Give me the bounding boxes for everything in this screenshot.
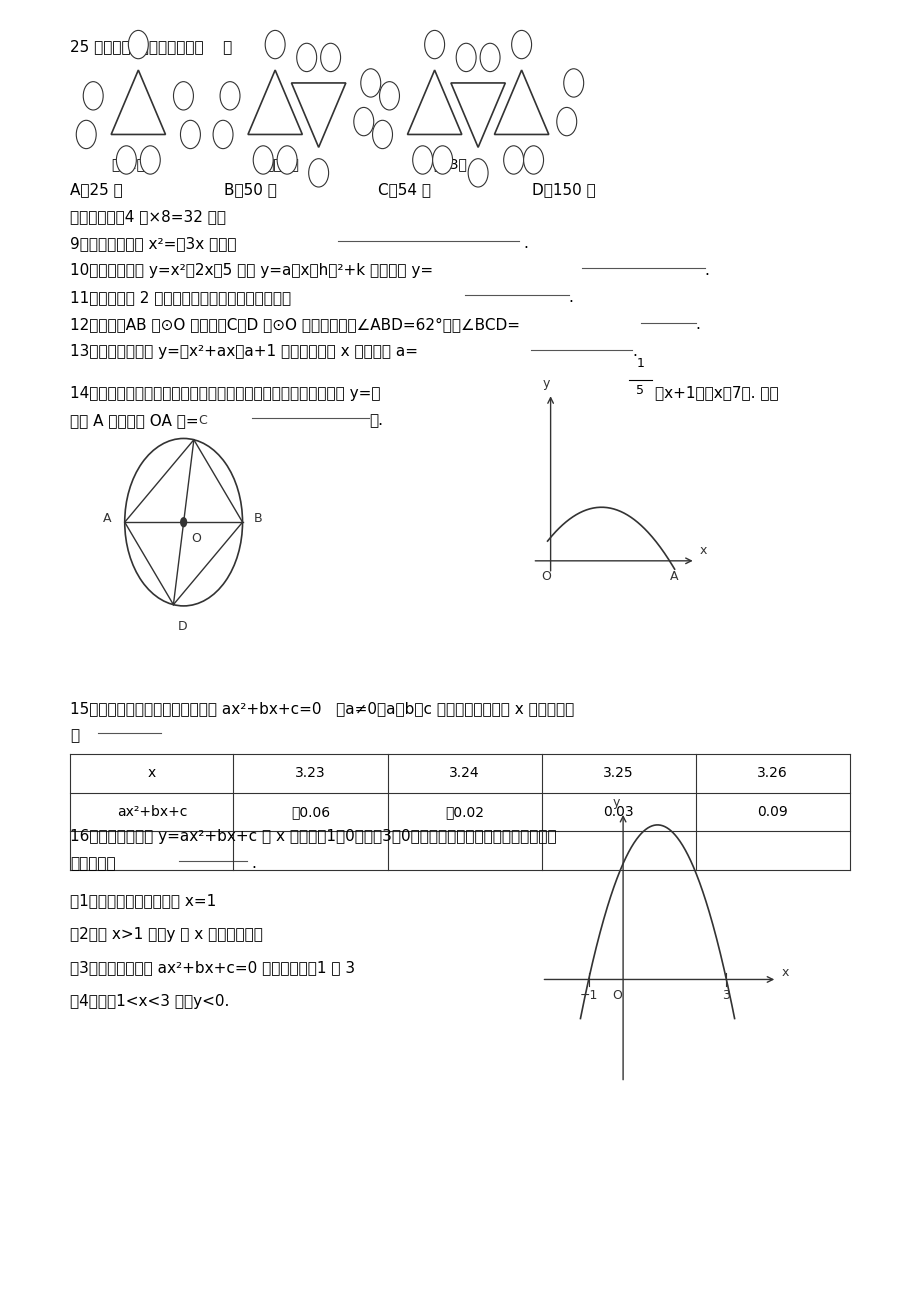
Circle shape xyxy=(129,30,148,59)
Circle shape xyxy=(83,82,103,109)
Text: A: A xyxy=(103,512,111,525)
Text: （1）图象的对称轴是直线 x=1: （1）图象的对称轴是直线 x=1 xyxy=(70,893,216,909)
Text: （3）一元二次方程 ax²+bx+c=0 的两个根是－1 和 3: （3）一元二次方程 ax²+bx+c=0 的两个根是－1 和 3 xyxy=(70,960,355,975)
Text: x: x xyxy=(781,966,789,979)
Text: 3.26: 3.26 xyxy=(756,767,788,780)
Text: O: O xyxy=(611,988,621,1001)
Circle shape xyxy=(220,82,240,109)
Text: 11．在半径为 2 的圆中，求内接正三边形的边长为: 11．在半径为 2 的圆中，求内接正三边形的边长为 xyxy=(70,290,291,306)
Text: .: . xyxy=(523,236,528,251)
Circle shape xyxy=(523,146,543,174)
Text: 1: 1 xyxy=(636,357,643,370)
Circle shape xyxy=(456,43,476,72)
Text: .: . xyxy=(704,263,709,279)
Text: y: y xyxy=(612,796,619,809)
Text: 15．根据下列表格的对应值，判断 ax²+bx+c=0   （a≠0，a，b，c 为常数）的一个解 x 的取值范围: 15．根据下列表格的对应值，判断 ax²+bx+c=0 （a≠0，a，b，c 为… xyxy=(70,702,574,716)
Text: x: x xyxy=(699,544,707,557)
Text: 25 张桌子需要的椅子张数是（    ）: 25 张桌子需要的椅子张数是（ ） xyxy=(70,39,233,55)
Text: y: y xyxy=(542,378,550,389)
Polygon shape xyxy=(450,83,505,147)
Text: 0.03: 0.03 xyxy=(603,805,633,819)
Circle shape xyxy=(117,146,136,174)
Circle shape xyxy=(563,69,583,98)
Text: 是: 是 xyxy=(70,728,79,743)
Text: x: x xyxy=(148,767,156,780)
Circle shape xyxy=(297,43,316,72)
Polygon shape xyxy=(407,70,461,134)
Text: 3.25: 3.25 xyxy=(603,767,633,780)
Text: 二．填空题（4 分×8=32 分）: 二．填空题（4 分×8=32 分） xyxy=(70,210,226,224)
Text: ax²+bx+c: ax²+bx+c xyxy=(117,805,187,819)
Circle shape xyxy=(309,159,328,187)
Text: 图（3）: 图（3） xyxy=(432,158,466,172)
Text: O: O xyxy=(540,570,550,583)
Text: C．54 张: C．54 张 xyxy=(378,182,431,197)
Circle shape xyxy=(277,146,297,174)
Text: 图（1）: 图（1） xyxy=(111,158,145,172)
Text: 9．一元二次方程 x²=－3x 的解是: 9．一元二次方程 x²=－3x 的解是 xyxy=(70,236,236,251)
Text: （2）当 x>1 时，y 随 x 的增大而减小: （2）当 x>1 时，y 随 x 的增大而减小 xyxy=(70,927,263,941)
Circle shape xyxy=(480,43,500,72)
Text: −1: −1 xyxy=(579,988,597,1001)
Text: 16．如图，抛物线 y=ax²+bx+c 交 x 轴于（－1，0）、（3，0）两点，以下四个结论正确的是（用: 16．如图，抛物线 y=ax²+bx+c 交 x 轴于（－1，0）、（3，0）两… xyxy=(70,829,556,844)
Circle shape xyxy=(556,108,576,135)
Circle shape xyxy=(321,43,340,72)
Text: O: O xyxy=(190,533,200,546)
Polygon shape xyxy=(291,83,346,147)
Text: 落在 A 点处，则 OA 长=: 落在 A 点处，则 OA 长= xyxy=(70,413,199,427)
Text: （4）当－1<x<3 时，y<0.: （4）当－1<x<3 时，y<0. xyxy=(70,993,230,1009)
Polygon shape xyxy=(111,70,165,134)
Circle shape xyxy=(360,69,380,98)
Circle shape xyxy=(213,120,233,148)
Circle shape xyxy=(413,146,432,174)
Text: （x+1）（x－7）. 铅球: （x+1）（x－7）. 铅球 xyxy=(654,385,777,401)
Circle shape xyxy=(503,146,523,174)
Circle shape xyxy=(380,82,399,109)
Text: A: A xyxy=(669,570,677,583)
Text: B: B xyxy=(253,512,262,525)
Text: A．25 张: A．25 张 xyxy=(70,182,123,197)
Text: .: . xyxy=(568,290,573,306)
Circle shape xyxy=(511,30,531,59)
Circle shape xyxy=(141,146,160,174)
Text: 13．已知二次函数 y=－x²+ax－a+1 的图象顶点在 x 轴上，则 a=: 13．已知二次函数 y=－x²+ax－a+1 的图象顶点在 x 轴上，则 a= xyxy=(70,345,418,359)
Circle shape xyxy=(265,30,285,59)
Circle shape xyxy=(76,120,96,148)
Text: －0.02: －0.02 xyxy=(445,805,483,819)
Circle shape xyxy=(174,82,193,109)
Text: 10．将二次函数 y=x²－2x－5 化为 y=a（x－h）²+k 的形式为 y=: 10．将二次函数 y=x²－2x－5 化为 y=a（x－h）²+k 的形式为 y… xyxy=(70,263,433,279)
Text: .: . xyxy=(251,855,256,871)
Circle shape xyxy=(432,146,452,174)
Text: －0.06: －0.06 xyxy=(290,805,330,819)
Circle shape xyxy=(180,517,187,527)
Text: C: C xyxy=(199,414,207,427)
Text: 12．如图，AB 是⊙O 的直径，C、D 是⊙O 上的两点，若∠ABD=62°，则∠BCD=: 12．如图，AB 是⊙O 的直径，C、D 是⊙O 上的两点，若∠ABD=62°，… xyxy=(70,318,520,332)
Text: 0.09: 0.09 xyxy=(756,805,788,819)
Text: 3: 3 xyxy=(721,988,730,1001)
Polygon shape xyxy=(248,70,302,134)
Text: .: . xyxy=(631,345,636,359)
Text: 5: 5 xyxy=(636,384,643,397)
Text: 3.24: 3.24 xyxy=(448,767,480,780)
Circle shape xyxy=(180,120,200,148)
Text: 米.: 米. xyxy=(369,413,383,427)
Text: .: . xyxy=(695,318,699,332)
Text: D: D xyxy=(177,620,187,633)
Circle shape xyxy=(372,120,392,148)
Circle shape xyxy=(425,30,444,59)
Text: 序号表示）: 序号表示） xyxy=(70,855,116,871)
Text: 14．如图，小明在校运动会上掷铅球时，铅球的运动路线是抛物线 y=－: 14．如图，小明在校运动会上掷铅球时，铅球的运动路线是抛物线 y=－ xyxy=(70,385,380,401)
Text: 图（2）: 图（2） xyxy=(265,158,299,172)
Polygon shape xyxy=(494,70,549,134)
Circle shape xyxy=(253,146,273,174)
Circle shape xyxy=(354,108,373,135)
Text: D．150 张: D．150 张 xyxy=(532,182,596,197)
Text: B．50 张: B．50 张 xyxy=(224,182,277,197)
Circle shape xyxy=(468,159,488,187)
Text: 3.23: 3.23 xyxy=(295,767,325,780)
